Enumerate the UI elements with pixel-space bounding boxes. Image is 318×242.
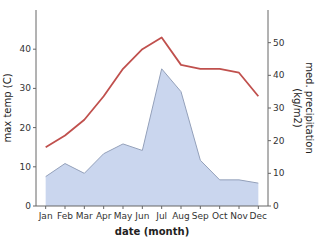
- y2-tick: [268, 140, 271, 141]
- x-tick: [142, 206, 143, 209]
- x-axis-label: date (month): [115, 226, 189, 237]
- y-tick-label: 30: [20, 83, 32, 93]
- x-axis-line: [36, 206, 268, 207]
- x-tick-label: Jan: [38, 211, 53, 221]
- y-tick: [33, 88, 36, 89]
- y2-tick-label: 40: [273, 70, 285, 80]
- y2-axis-label-line: med. precipitation: [304, 62, 315, 154]
- y-axis-label: max temp (C): [2, 73, 13, 142]
- y2-tick: [268, 42, 271, 43]
- y-tick: [33, 127, 36, 128]
- x-tick-label: Dec: [250, 211, 267, 221]
- y2-tick-label: 20: [273, 136, 285, 146]
- x-tick: [45, 206, 46, 209]
- x-tick: [123, 206, 124, 209]
- y2-axis-label-line: (kg/m2): [292, 88, 303, 128]
- x-tick-label: Mar: [76, 211, 93, 221]
- x-tick: [161, 206, 162, 209]
- y2-tick: [268, 108, 271, 109]
- x-tick: [181, 206, 182, 209]
- x-tick-label: Apr: [96, 211, 112, 221]
- x-tick-label: Nov: [230, 211, 248, 221]
- y-tick-label: 0: [25, 201, 31, 211]
- x-tick-label: May: [114, 211, 133, 221]
- plot-area: [46, 37, 259, 206]
- y2-tick-label: 50: [273, 38, 285, 48]
- y2-tick-label: 10: [273, 168, 285, 178]
- y2-tick-label: 30: [273, 103, 285, 113]
- precipitation-area: [46, 69, 259, 206]
- y2-axis-label: med. precipitation(kg/m2): [292, 62, 315, 154]
- chart: Jan FebMarAprMayJun Jul AugSepOctNovDec 0 10 2…: [0, 0, 318, 242]
- y-tick-label: 10: [20, 162, 32, 172]
- y-tick-label: 40: [20, 44, 32, 54]
- x-tick: [84, 206, 85, 209]
- y-axis-line: [36, 10, 37, 206]
- y-tick-label: 20: [20, 123, 32, 133]
- temperature-line: [46, 37, 259, 147]
- x-tick-label: Feb: [57, 211, 73, 221]
- y2-tick: [268, 173, 271, 174]
- y2-tick-label: 0: [273, 201, 279, 211]
- y-tick: [33, 206, 36, 207]
- y-tick: [33, 166, 36, 167]
- x-tick: [219, 206, 220, 209]
- x-tick: [258, 206, 259, 209]
- x-tick-label: Jul: [155, 211, 167, 221]
- x-tick-label: Aug: [172, 211, 190, 221]
- x-tick: [103, 206, 104, 209]
- x-tick-label: Jun: [134, 211, 149, 221]
- y2-tick: [268, 206, 271, 207]
- x-tick-label: Sep: [192, 211, 209, 221]
- y-tick: [33, 49, 36, 50]
- x-tick: [239, 206, 240, 209]
- x-tick: [200, 206, 201, 209]
- x-tick: [65, 206, 66, 209]
- y2-tick: [268, 75, 271, 76]
- x-tick-label: Oct: [212, 211, 228, 221]
